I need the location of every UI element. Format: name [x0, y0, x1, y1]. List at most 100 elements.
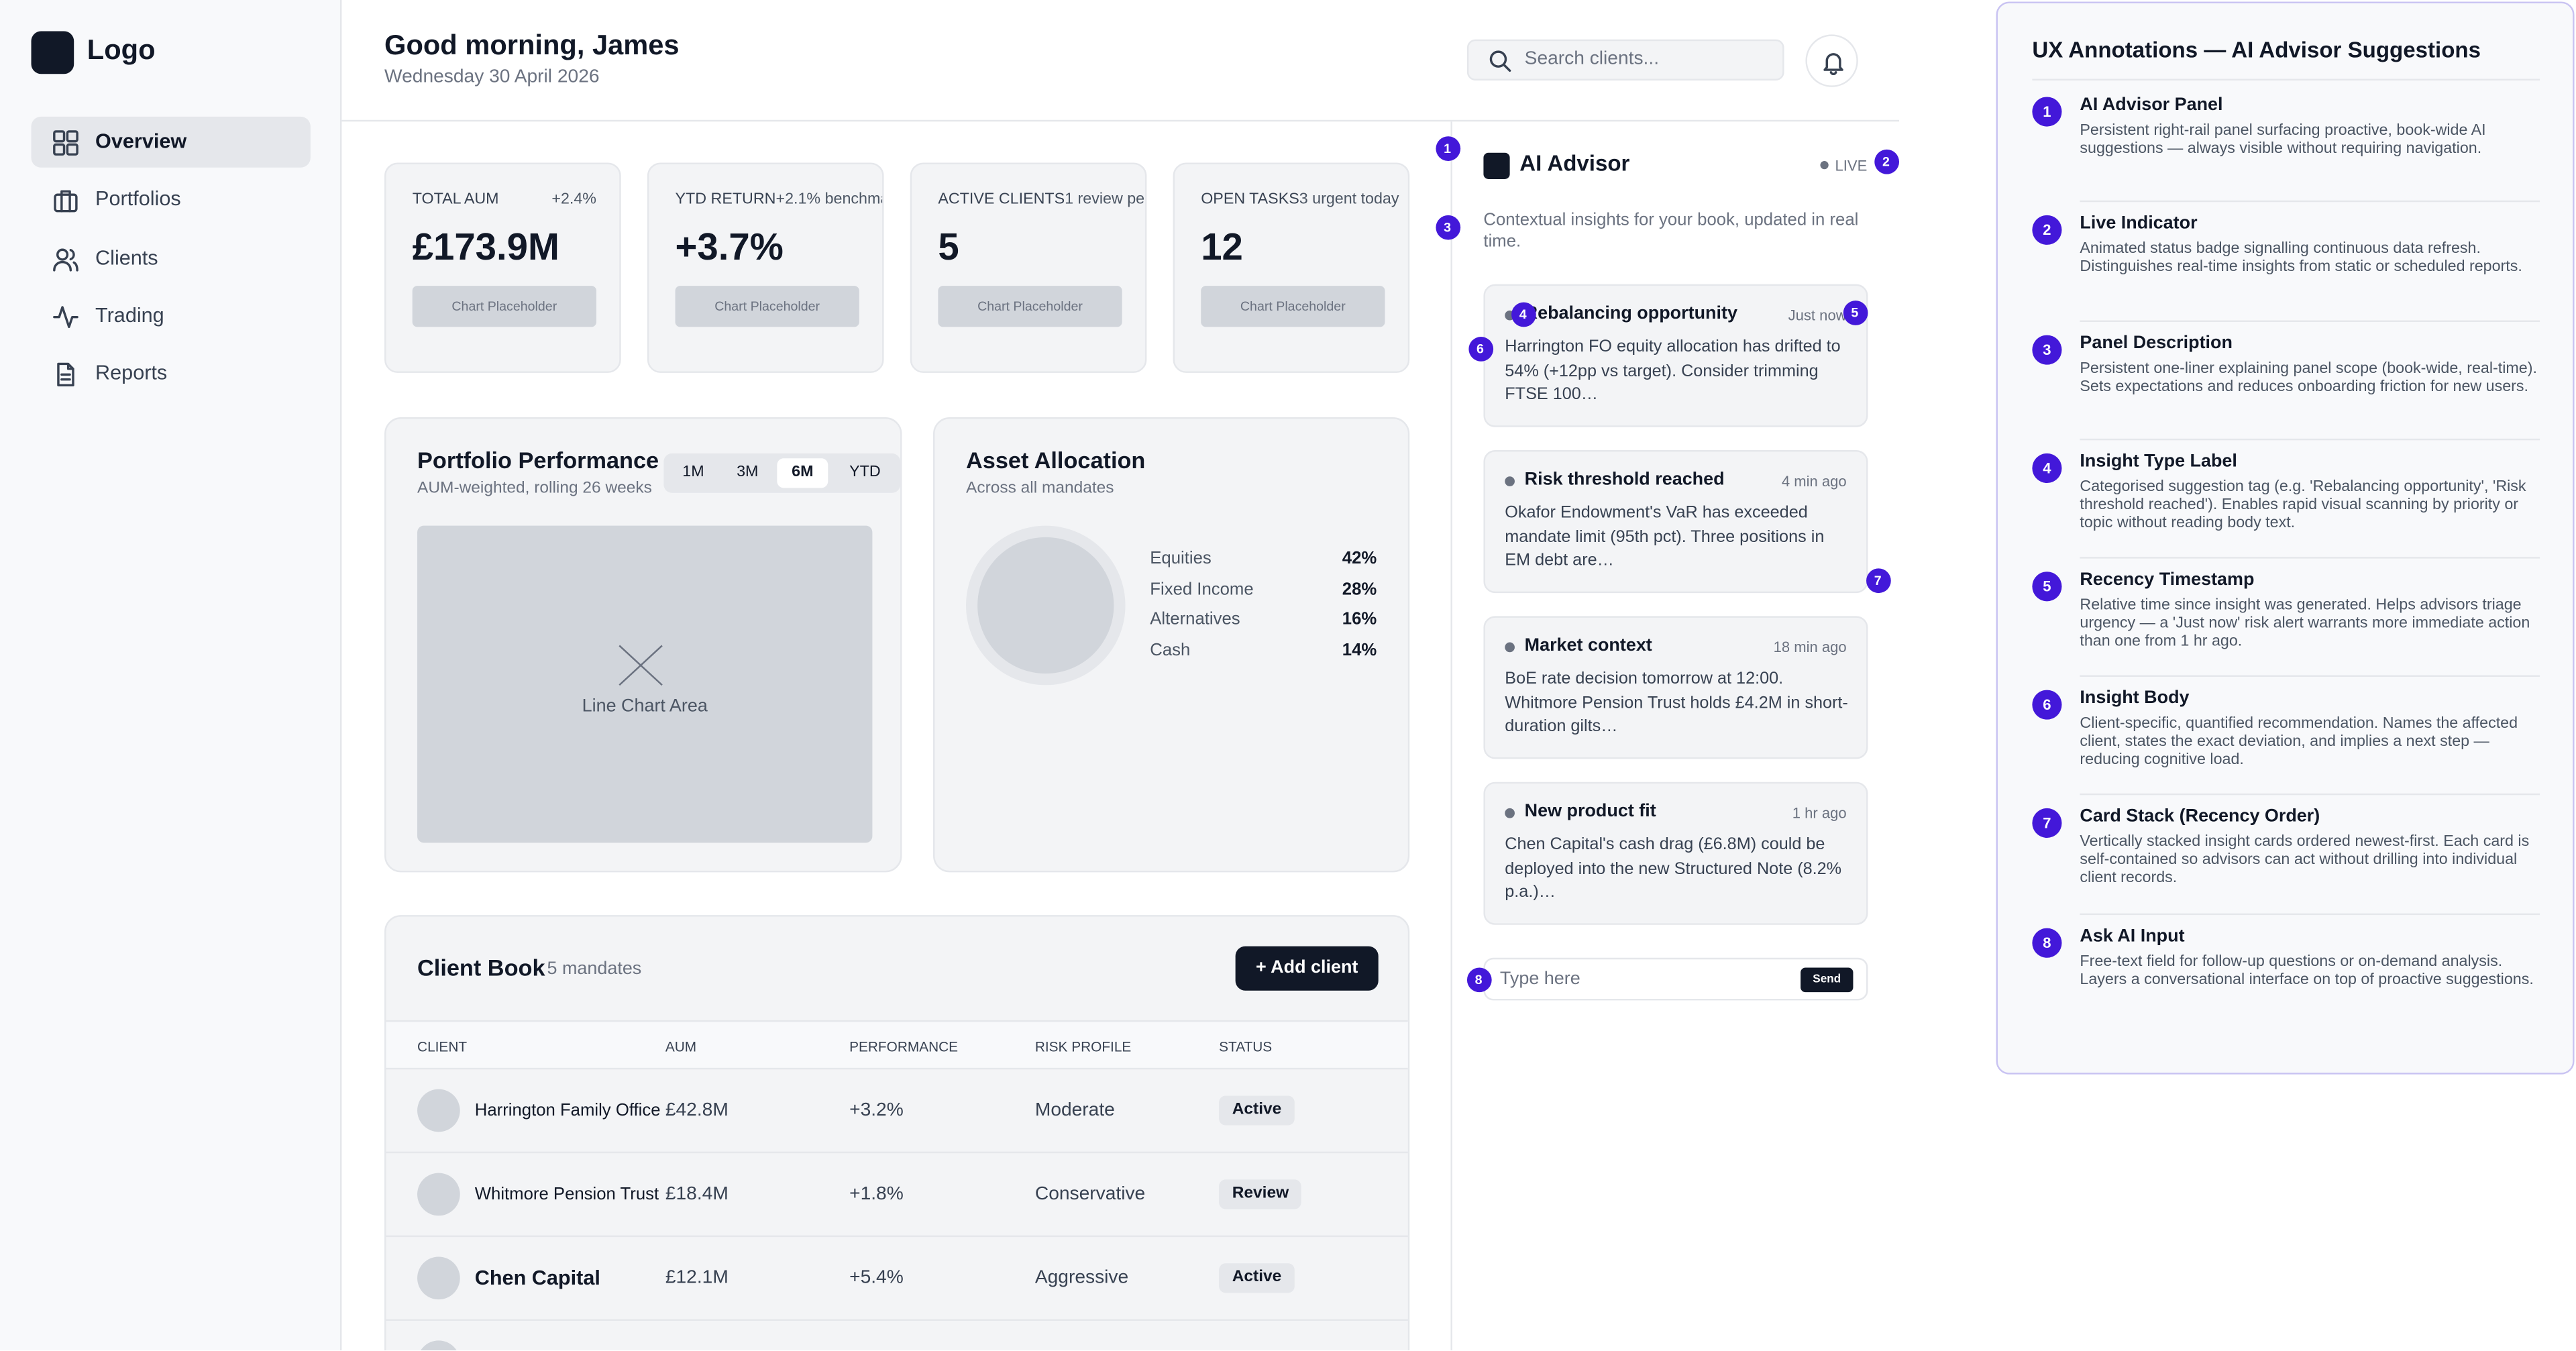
annotations-title-rule	[2032, 78, 2540, 81]
live-dot	[1820, 161, 1829, 170]
annotation-number: 1	[2032, 97, 2062, 127]
client-book-card: Client Book 5 mandates + Add client CLIENT A…	[384, 915, 1410, 1351]
annotation-body: Client-specific, quantified recommendati…	[2080, 714, 2518, 769]
insight-card[interactable]: Rebalancing opportunity Just now Harringto…	[1483, 284, 1868, 427]
annotation-separator	[2080, 913, 2540, 916]
nav-label: Clients	[95, 246, 158, 269]
nav-item[interactable]: Portfolios	[32, 174, 311, 225]
kpi-label: ACTIVE CLIENTS	[938, 191, 1065, 209]
annotation-number: 6	[2032, 690, 2062, 720]
annotation-marker: 2	[1874, 148, 1898, 174]
annotation-title: AI Advisor Panel	[2080, 95, 2223, 115]
icon-part	[1489, 50, 1507, 68]
icon-part	[53, 248, 78, 271]
kpi-card: OPEN TASKS 3 urgent today 12 Chart Placehol…	[1173, 162, 1410, 373]
search-box[interactable]: Search clients...	[1466, 39, 1784, 81]
annotation-title: Panel Description	[2080, 333, 2233, 354]
allocation-value: 28%	[1342, 579, 1377, 599]
annotation-title: Recency Timestamp	[2080, 570, 2255, 590]
placeholder-x-icon	[619, 645, 663, 686]
icon-part	[66, 130, 78, 143]
performance-title: Portfolio Performance	[417, 447, 659, 474]
column-header: STATUS	[1219, 1038, 1273, 1055]
icon-part	[54, 194, 78, 213]
annotation-number: 5	[2032, 572, 2062, 602]
client-name: Chen Capital	[474, 1266, 600, 1290]
annotation-marker: 1	[1435, 136, 1460, 160]
allocation-card: Asset Allocation Across all mandates Equit…	[933, 417, 1410, 873]
annotation-marker: 5	[1842, 299, 1868, 325]
allocation-value: 16%	[1342, 609, 1377, 629]
insight-body: Chen Capital's cash drag (£6.8M) could b…	[1505, 836, 1842, 902]
allocation-label: Fixed Income	[1150, 579, 1254, 599]
column-header: PERFORMANCE	[849, 1038, 959, 1055]
insight-card[interactable]: Market context 18 min ago BoE rate decisio…	[1483, 616, 1868, 759]
kpi-value: £173.9M	[412, 225, 559, 268]
allocation-value: 42%	[1342, 548, 1377, 569]
status-badge: Active	[1219, 1095, 1295, 1126]
logo-icon	[31, 31, 74, 74]
annotation-body: Free-text field for follow-up questions …	[2080, 953, 2534, 989]
client-row[interactable]: Harrington Family Office £42.8M +3.2% Moder…	[386, 1069, 1408, 1154]
kpi-card: YTD RETURN+2.1% benchmark +3.7% Chart Plac…	[647, 162, 884, 373]
client-performance: +1.8%	[849, 1184, 904, 1205]
annotation-separator	[2080, 320, 2540, 323]
client-book-count: 5 mandates	[547, 959, 642, 979]
kpi-label: OPEN TASKS	[1201, 191, 1299, 209]
annotation-separator	[2080, 675, 2540, 677]
insight-card[interactable]: New product fit 1 hr ago Chen Capital's ca…	[1483, 781, 1868, 925]
range-button[interactable]: 6M	[777, 458, 828, 488]
client-aum: £18.4M	[665, 1184, 729, 1205]
kpi-header: OPEN TASKS 3 urgent today	[1201, 191, 1399, 209]
nav-item[interactable]: Reports	[32, 349, 311, 400]
insight-time: Just now	[1788, 307, 1847, 324]
allocation-subtitle: Across all mandates	[966, 480, 1114, 498]
icon-part	[1823, 53, 1843, 75]
kpi-delta: 3 urgent today	[1299, 191, 1399, 209]
annotation-title: Live Indicator	[2080, 213, 2198, 233]
insight-dot	[1505, 476, 1515, 486]
range-selector: 1M 3M 6M YTD	[663, 453, 901, 493]
kpi-card: TOTAL AUM +2.4% £173.9M Chart Placeholder	[384, 162, 621, 373]
insight-body: Okafor Endowment's VaR has exceeded mand…	[1505, 504, 1825, 570]
chart-placeholder: Chart Placeholder	[938, 286, 1122, 327]
annotation-marker: 3	[1435, 214, 1460, 239]
range-button[interactable]: 1M	[682, 463, 704, 482]
client-row[interactable]: Chen Capital £12.1M +5.4% Aggressive Active	[386, 1237, 1408, 1321]
nav-item[interactable]: Clients	[32, 233, 311, 284]
table-header	[386, 1020, 1408, 1070]
annotation-number: 2	[2032, 215, 2062, 245]
client-row[interactable]: Whitmore Pension Trust £18.4M +1.8% Conserv…	[386, 1153, 1408, 1238]
bell-button[interactable]	[1805, 34, 1858, 87]
add-client-button[interactable]: + Add client	[1235, 946, 1379, 991]
chart-placeholder: Chart Placeholder	[1201, 286, 1385, 327]
panel-divider	[1450, 121, 1452, 1351]
allocation-value: 14%	[1342, 639, 1377, 660]
insight-card[interactable]: Risk threshold reached 4 min ago Okafor En…	[1483, 450, 1868, 594]
insight-body: Harrington FO equity allocation has drif…	[1505, 338, 1841, 404]
nav-item[interactable]: Overview	[31, 116, 311, 168]
sidebar	[0, 0, 342, 1351]
insight-dot	[1505, 808, 1515, 818]
client-performance: +5.4%	[849, 1268, 904, 1289]
icon-part	[60, 191, 71, 213]
performance-subtitle: AUM-weighted, rolling 26 weeks	[417, 480, 652, 498]
annotation-title: Insight Type Label	[2080, 451, 2237, 472]
column-header: CLIENT	[417, 1038, 468, 1055]
ask-ai-input[interactable]: Type here Send	[1483, 957, 1868, 1001]
annotation-body: Categorised suggestion tag (e.g. 'Rebala…	[2080, 478, 2526, 533]
annotation-title: Insight Body	[2080, 688, 2190, 708]
range-button[interactable]: 3M	[737, 463, 759, 482]
range-button[interactable]: YTD	[849, 463, 881, 482]
send-button[interactable]: Send	[1801, 967, 1854, 993]
greeting: Good morning, James	[384, 30, 680, 61]
nav-icon	[53, 130, 78, 156]
date: Wednesday 30 April 2026	[384, 67, 600, 87]
allocation-label: Equities	[1150, 548, 1212, 569]
column-header: AUM	[665, 1038, 697, 1055]
status-badge: Active	[1219, 1263, 1295, 1293]
nav-item[interactable]: Trading	[32, 290, 311, 341]
